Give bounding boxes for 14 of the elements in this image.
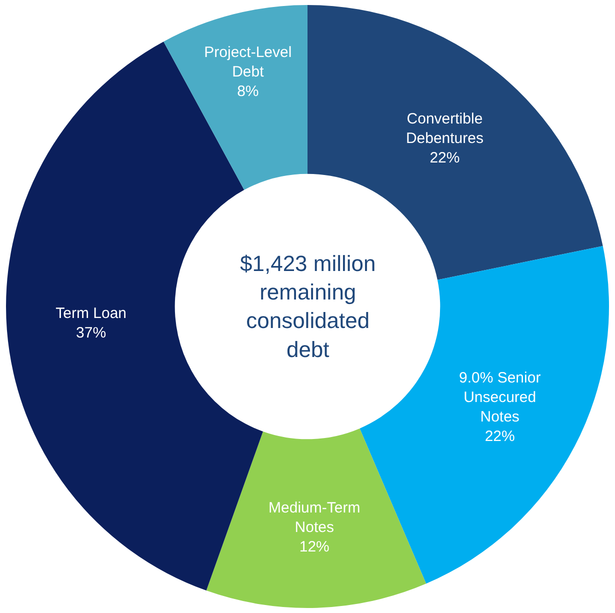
data-label: 12% bbox=[299, 538, 330, 556]
data-label: 22% bbox=[430, 149, 460, 166]
donut-slice bbox=[206, 428, 426, 608]
text: $1,423 million remaining consolidated debt bbox=[240, 251, 376, 362]
slice-label: Term Loan bbox=[56, 305, 127, 322]
data-label: 8% bbox=[237, 83, 259, 100]
slice-label: Convertible Debentures bbox=[406, 110, 484, 147]
data-label: 22% bbox=[484, 428, 515, 445]
data-label: 37% bbox=[76, 324, 106, 342]
donut-slice bbox=[164, 5, 308, 190]
donut-slice bbox=[308, 5, 603, 280]
slice-label: Medium-Term Notes bbox=[268, 499, 360, 536]
slice-label: Project-Level Debt bbox=[204, 44, 292, 81]
slice-label: 9.0% Senior Unsecured Notes bbox=[458, 369, 541, 426]
